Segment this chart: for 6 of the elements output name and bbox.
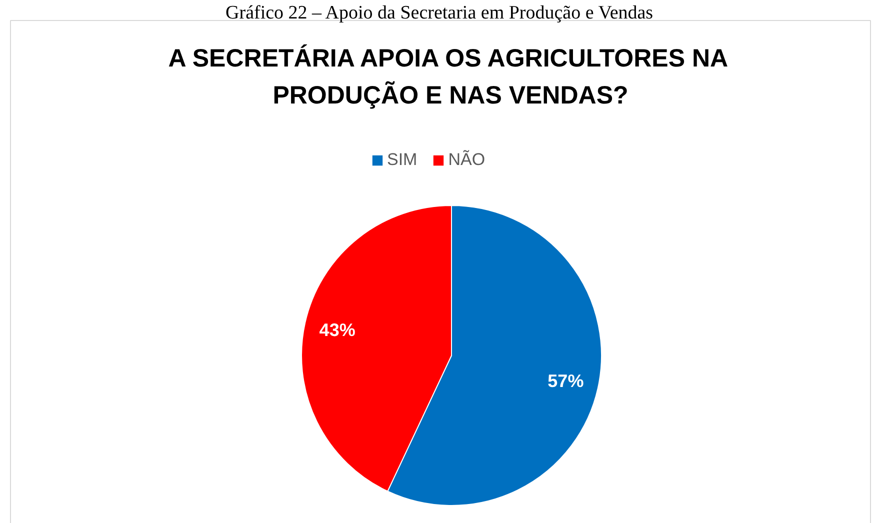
data-label: 43% — [319, 320, 356, 340]
text: Gráfico 22 – Apoio da Secretaria em Produção e Vendas — [226, 2, 654, 24]
legend-label: SIM — [387, 150, 418, 170]
legend-label: NÃO — [448, 150, 486, 170]
chart-title: A SECRETÁRIA APOIA OS AGRICULTORES NA PRODUÇÃO E NAS VENDAS? — [168, 44, 728, 110]
data-label: 57% — [548, 371, 584, 392]
